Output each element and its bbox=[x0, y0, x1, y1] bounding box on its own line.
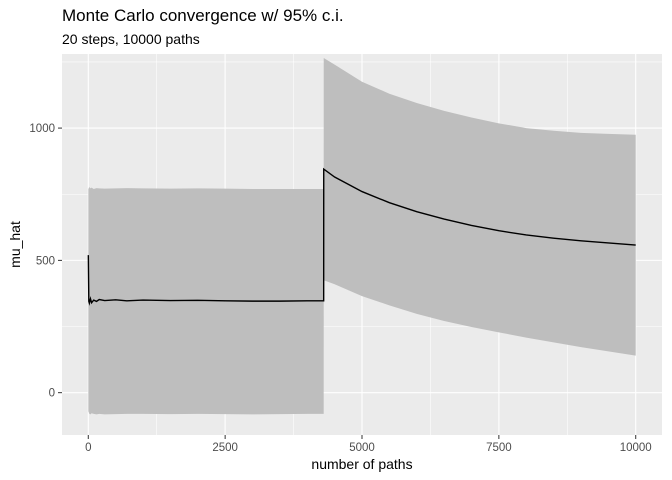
x-tick-label: 7500 bbox=[486, 442, 512, 454]
mu-hat-line bbox=[87, 167, 636, 306]
x-axis-title: number of paths bbox=[311, 456, 412, 472]
x-tick-label: 2500 bbox=[212, 442, 238, 454]
y-tick-label: 500 bbox=[36, 255, 55, 267]
x-tick-label: 10000 bbox=[620, 442, 652, 454]
x-tick-label: 5000 bbox=[349, 442, 375, 454]
chart-title: Monte Carlo convergence w/ 95% c.i. bbox=[62, 6, 344, 25]
y-tick-label: 0 bbox=[49, 388, 55, 400]
confidence-ribbon bbox=[88, 57, 636, 415]
x-tick-label: 0 bbox=[85, 442, 91, 454]
y-axis-title: mu_hat bbox=[7, 221, 23, 268]
chart-subtitle: 20 steps, 10000 paths bbox=[62, 31, 200, 47]
y-tick-label: 1000 bbox=[29, 123, 55, 135]
axis-ticks: 0 2500 5000 7500 10000 0 500 1000 bbox=[29, 123, 651, 454]
